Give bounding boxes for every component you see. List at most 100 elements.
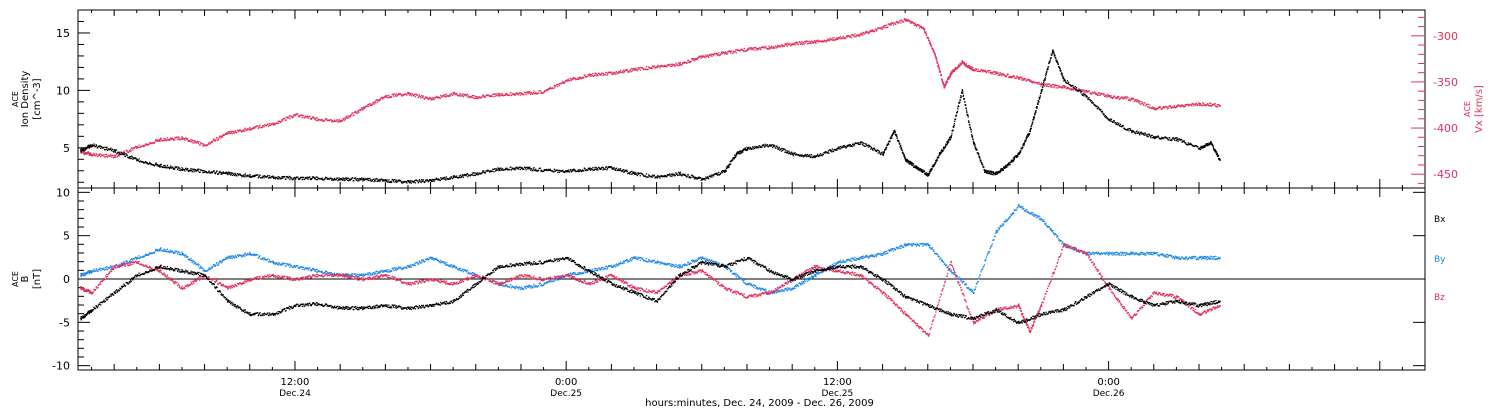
vx-point <box>1197 104 1199 106</box>
vx-point <box>324 119 326 121</box>
vx-point <box>363 106 365 108</box>
vx-point <box>241 130 244 132</box>
vx-point <box>913 24 916 26</box>
vx-point <box>439 97 441 99</box>
vx-point <box>802 41 805 44</box>
vx-point <box>489 95 491 98</box>
density-point <box>254 175 256 178</box>
vx-point <box>1116 98 1118 100</box>
density-point <box>173 167 175 169</box>
density-point <box>1127 128 1130 130</box>
vx-point <box>463 93 466 96</box>
vx-point <box>530 93 532 95</box>
vx-point <box>1043 82 1045 85</box>
vx-point <box>989 70 991 72</box>
density-point <box>879 152 881 154</box>
density-point <box>320 178 323 180</box>
density-point <box>606 167 609 170</box>
density-point <box>166 166 168 168</box>
density-point <box>525 169 527 171</box>
density-point <box>927 175 929 177</box>
density-point <box>233 173 235 176</box>
density-point <box>465 175 467 177</box>
density-point <box>835 148 837 150</box>
density-point <box>1036 107 1038 109</box>
vx-point <box>567 78 570 80</box>
vx-point <box>245 128 248 131</box>
density-point <box>277 176 279 178</box>
density-point <box>819 152 822 155</box>
vx-point <box>932 50 935 53</box>
vx-point <box>1170 107 1173 109</box>
vx-point <box>806 40 808 42</box>
vx-point <box>939 71 941 73</box>
vx-point <box>935 58 938 60</box>
density-point <box>665 175 667 177</box>
density-point <box>142 161 144 163</box>
density-point <box>472 172 475 174</box>
density-point <box>1140 131 1143 133</box>
density-point <box>822 153 824 156</box>
density-point <box>548 168 550 171</box>
density-point <box>104 149 106 151</box>
vx-point <box>824 40 827 42</box>
density-point <box>263 177 265 179</box>
density-point <box>784 151 786 153</box>
density-point <box>486 170 488 172</box>
density-point <box>1090 100 1092 102</box>
vx-point <box>566 79 569 81</box>
vx-point <box>788 43 791 45</box>
vx-point <box>458 94 460 97</box>
vx-point <box>524 92 527 94</box>
density-point <box>100 147 102 150</box>
vx-point <box>1176 105 1178 108</box>
density-point <box>1066 82 1068 84</box>
vx-point <box>571 77 574 80</box>
density-point <box>1060 70 1062 72</box>
density-point <box>258 175 261 177</box>
vx-point <box>361 107 363 109</box>
vx-point <box>1063 86 1065 89</box>
density-point <box>890 135 893 137</box>
density-point <box>834 148 836 151</box>
density-point <box>954 120 956 122</box>
vx-point <box>475 95 477 98</box>
density-point <box>1008 162 1010 164</box>
density-point <box>95 144 97 146</box>
vx-point <box>1124 96 1127 98</box>
vx-point <box>942 81 944 83</box>
vx-point <box>698 55 700 57</box>
vx-point <box>378 98 380 101</box>
vx-point <box>1191 105 1193 107</box>
density-point <box>1197 146 1199 148</box>
density-point <box>1119 123 1122 126</box>
vx-point <box>626 69 628 72</box>
vx-point <box>150 142 153 144</box>
density-point <box>1206 143 1209 145</box>
density-point <box>742 151 744 153</box>
vx-point <box>156 140 158 143</box>
density-point <box>622 169 624 172</box>
vx-point <box>1031 82 1034 84</box>
vx-point <box>341 119 343 121</box>
density-point <box>420 181 422 184</box>
vx-point <box>276 123 279 125</box>
vx-point <box>1167 106 1169 109</box>
density-point <box>891 135 893 137</box>
vx-point <box>465 94 467 96</box>
vx-point <box>916 25 918 27</box>
vx-point <box>737 49 739 51</box>
vx-point <box>163 139 166 142</box>
density-point <box>904 158 906 160</box>
density-point <box>524 167 527 169</box>
vx-point <box>272 123 274 125</box>
density-point <box>862 142 864 144</box>
density-point <box>733 158 736 160</box>
density-point <box>1010 161 1012 163</box>
vx-point <box>1184 104 1186 106</box>
density-point <box>671 175 673 177</box>
density-point <box>898 140 900 142</box>
density-point <box>965 107 967 109</box>
density-point <box>863 142 865 145</box>
vx-point <box>579 78 581 80</box>
